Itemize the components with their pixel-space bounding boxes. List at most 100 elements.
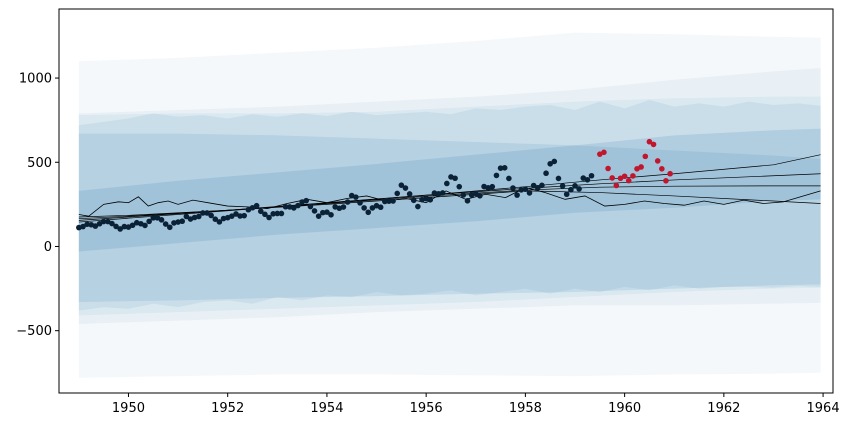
holdout-point — [638, 164, 644, 170]
observed-point — [563, 191, 570, 198]
observed-point — [506, 175, 512, 182]
holdout-point — [601, 149, 607, 156]
uncertainty-bands — [78, 32, 821, 378]
observed-point — [361, 205, 367, 211]
observed-point — [142, 222, 148, 229]
observed-point — [390, 198, 396, 204]
observed-point — [150, 215, 157, 221]
x-tick-label: 1956 — [410, 401, 443, 416]
sample-path-line-5 — [78, 187, 821, 217]
data-points — [76, 138, 673, 232]
y-tick-label: 500 — [27, 156, 52, 171]
observed-point — [291, 205, 297, 211]
holdout-point — [646, 138, 653, 145]
observed-point — [195, 213, 202, 220]
observed-point — [427, 197, 434, 203]
observed-point — [555, 175, 562, 182]
observed-point — [572, 183, 578, 189]
observed-point — [96, 220, 103, 227]
observed-point — [464, 198, 471, 204]
observed-point — [344, 199, 351, 205]
observed-point — [547, 160, 553, 167]
observed-point — [514, 192, 520, 198]
observed-point — [212, 216, 219, 222]
y-tick-label: 1000 — [19, 72, 52, 87]
x-tick-label: 1964 — [807, 401, 840, 416]
observed-point — [386, 198, 392, 204]
observed-point — [84, 221, 90, 228]
observed-point — [526, 190, 533, 196]
x-tick-label: 1952 — [211, 401, 244, 416]
x-tick-label: 1962 — [707, 401, 740, 416]
observed-point — [204, 210, 210, 216]
observed-point — [444, 180, 450, 187]
plot-frame — [58, 8, 834, 394]
observed-point — [113, 223, 119, 230]
observed-point — [489, 183, 496, 190]
observed-point — [518, 187, 525, 193]
observed-point — [522, 186, 529, 193]
observed-point — [183, 213, 190, 220]
holdout-point — [650, 141, 657, 148]
holdout-point — [630, 173, 636, 179]
holdout-point — [654, 158, 661, 164]
holdout-point — [667, 170, 673, 177]
observed-point — [402, 185, 409, 191]
observed-point — [266, 214, 272, 221]
observed-point — [237, 213, 243, 219]
y-tick-label: 0 — [44, 240, 52, 255]
observed-point — [200, 210, 206, 216]
x-tick-label: 1958 — [509, 401, 542, 416]
uncertainty-band-6 — [78, 128, 821, 252]
observed-point — [353, 194, 359, 200]
observed-point — [501, 165, 508, 171]
holdout-point — [605, 165, 611, 172]
observed-point — [394, 190, 401, 197]
observed-point — [295, 202, 301, 209]
observed-point — [477, 192, 483, 199]
observed-point — [584, 176, 591, 183]
observed-point — [530, 182, 537, 189]
observed-point — [274, 210, 281, 217]
holdout-point — [613, 182, 620, 189]
observed-point — [154, 215, 161, 221]
uncertainty-band-1 — [78, 32, 821, 378]
observed-point — [452, 175, 458, 182]
observed-point — [382, 198, 388, 205]
observed-point — [534, 185, 541, 191]
observed-point — [241, 212, 248, 219]
observed-point — [510, 185, 516, 191]
observed-point — [166, 224, 173, 231]
observed-point — [588, 172, 595, 179]
observed-point — [229, 213, 235, 219]
x-tick-label: 1950 — [112, 401, 145, 416]
holdout-point — [609, 175, 616, 181]
observed-point — [439, 190, 446, 196]
observed-point — [104, 218, 111, 225]
observed-point — [568, 186, 574, 193]
observed-point — [307, 203, 314, 210]
observed-point — [340, 204, 347, 210]
observed-point — [456, 183, 463, 190]
holdout-point — [625, 177, 632, 184]
observed-point — [431, 190, 438, 196]
observed-point — [410, 197, 417, 204]
x-axis-ticks: 1950 1952 1954 1956 1958 1960 1962 1964 — [112, 393, 840, 416]
holdout-point — [663, 177, 669, 184]
uncertainty-band-3 — [78, 96, 821, 316]
observed-point — [576, 186, 582, 192]
observed-point — [559, 183, 566, 189]
holdout-point — [621, 173, 628, 180]
observed-point — [129, 222, 136, 229]
observed-point — [179, 218, 185, 225]
observed-point — [92, 223, 99, 229]
observed-point — [311, 208, 318, 214]
observed-point — [369, 205, 376, 211]
observed-point — [303, 197, 310, 204]
observed-point — [262, 211, 268, 218]
observed-point — [146, 218, 152, 225]
observed-point — [543, 170, 549, 177]
y-tick-label: −500 — [16, 324, 52, 339]
observed-point — [320, 209, 326, 216]
